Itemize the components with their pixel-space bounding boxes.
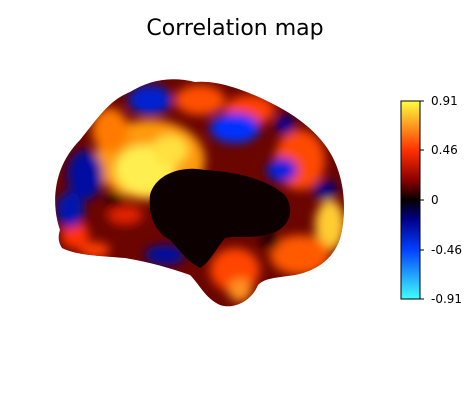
colorbar-tick-label: 0.46 xyxy=(431,143,458,157)
brain-surface xyxy=(55,79,345,307)
colorbar xyxy=(400,100,424,300)
colorbar-tick-label: -0.91 xyxy=(431,292,463,306)
colorbar-tick-label: -0.46 xyxy=(431,243,463,257)
figure-title: Correlation map xyxy=(146,16,324,41)
colorbar-tick-label: 0.91 xyxy=(431,94,458,108)
colorbar-tick-label: 0 xyxy=(431,193,439,207)
